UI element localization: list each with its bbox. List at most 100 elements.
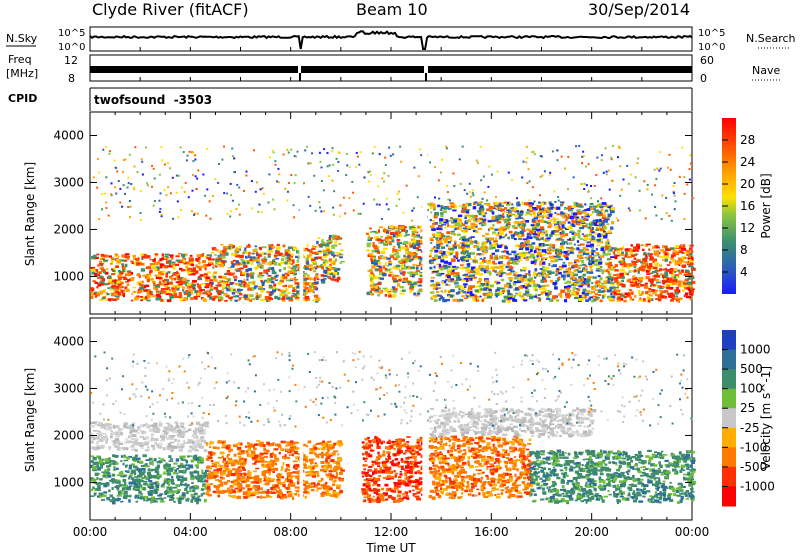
heatmap-cell [106, 268, 109, 271]
heatmap-cell [624, 263, 627, 267]
heatmap-cell [518, 248, 524, 250]
heatmap-cell [311, 248, 316, 250]
heatmap-cell [688, 264, 693, 268]
heatmap-cell [628, 289, 633, 291]
heatmap-cell [306, 260, 309, 265]
heatmap-cell [461, 145, 464, 148]
heatmap-cell [672, 190, 675, 193]
heatmap-cell [529, 236, 533, 240]
heatmap-cell [540, 219, 545, 223]
heatmap-cell [429, 161, 432, 164]
heatmap-cell [94, 258, 97, 261]
heatmap-cell [438, 251, 443, 253]
heatmap-cell [142, 253, 147, 258]
heatmap-cell [465, 214, 470, 217]
heatmap-cell [235, 282, 240, 286]
heatmap-cell [172, 285, 175, 288]
heatmap-cell [450, 239, 453, 242]
heatmap-cell [140, 496, 145, 500]
heatmap-cell [560, 289, 566, 293]
heatmap-cell [467, 289, 471, 292]
heatmap-cell [687, 284, 693, 288]
heatmap-cell [591, 231, 595, 234]
heatmap-cell [100, 283, 105, 286]
heatmap-cell [143, 477, 148, 479]
heatmap-cell [314, 281, 319, 284]
heatmap-cell [570, 212, 573, 215]
heatmap-cell [153, 458, 157, 462]
heatmap-cell [383, 180, 385, 183]
heatmap-cell [436, 243, 440, 247]
heatmap-cell [686, 252, 689, 256]
heatmap-cell [620, 188, 623, 191]
heatmap-cell [462, 274, 467, 277]
heatmap-cell [566, 242, 569, 245]
heatmap-cell [605, 269, 608, 273]
heatmap-cell [641, 263, 644, 266]
heatmap-cell [450, 272, 456, 274]
heatmap-cell [399, 246, 404, 248]
heatmap-cell [148, 492, 153, 496]
heatmap-cell [606, 269, 610, 272]
heatmap-cell [393, 249, 398, 252]
heatmap-cell [331, 150, 334, 153]
heatmap-cell [596, 156, 599, 159]
heatmap-cell [173, 278, 176, 281]
heatmap-cell [168, 467, 174, 471]
heatmap-cell [331, 179, 334, 182]
heatmap-cell [434, 249, 439, 253]
heatmap-cell [619, 247, 623, 251]
heatmap-cell [476, 161, 479, 164]
heatmap-cell [683, 273, 688, 277]
heatmap-cell [120, 460, 123, 462]
heatmap-cell [383, 256, 388, 259]
heatmap-cell [179, 209, 182, 211]
heatmap-cell [435, 288, 439, 290]
heatmap-cell [544, 257, 549, 259]
heatmap-cell [577, 232, 581, 235]
heatmap-cell [452, 267, 458, 270]
heatmap-cell [123, 454, 126, 457]
heatmap-cell [469, 242, 474, 245]
heatmap-cell [618, 275, 623, 278]
heatmap-cell [599, 284, 602, 289]
heatmap-cell [214, 278, 217, 282]
heatmap-cell [520, 243, 523, 246]
heatmap-cell [619, 194, 622, 197]
heatmap-cell [571, 265, 575, 269]
heatmap-cell [294, 174, 297, 177]
heatmap-cell [180, 479, 184, 483]
heatmap-cell [388, 294, 392, 298]
heatmap-cell [109, 298, 113, 300]
heatmap-cell [239, 293, 243, 296]
heatmap-cell [224, 246, 229, 249]
heatmap-cell [108, 279, 112, 283]
heatmap-cell [601, 220, 605, 223]
heatmap-cell [594, 289, 600, 291]
heatmap-cell [213, 275, 217, 279]
heatmap-cell [193, 497, 196, 500]
heatmap-cell [256, 251, 259, 255]
heatmap-cell [563, 270, 569, 274]
heatmap-cell [90, 268, 95, 272]
heatmap-cell [492, 267, 496, 270]
heatmap-cell [513, 288, 516, 291]
heatmap-cell [172, 217, 175, 220]
heatmap-cell [291, 253, 294, 257]
heatmap-cell [596, 244, 601, 247]
heatmap-cell [190, 210, 193, 213]
heatmap-cell [166, 486, 170, 489]
heatmap-cell [379, 272, 382, 276]
heatmap-cell [514, 221, 520, 224]
heatmap-cell [311, 261, 317, 264]
heatmap-cell [312, 270, 316, 273]
heatmap-cell [181, 286, 185, 289]
heatmap-cell [614, 248, 618, 252]
heatmap-cell [482, 258, 486, 262]
heatmap-cell [380, 239, 384, 242]
heatmap-cell [191, 268, 194, 272]
heatmap-cell [401, 289, 406, 292]
heatmap-cell [406, 249, 409, 253]
heatmap-cell [530, 224, 535, 227]
heatmap-cell [439, 171, 442, 174]
